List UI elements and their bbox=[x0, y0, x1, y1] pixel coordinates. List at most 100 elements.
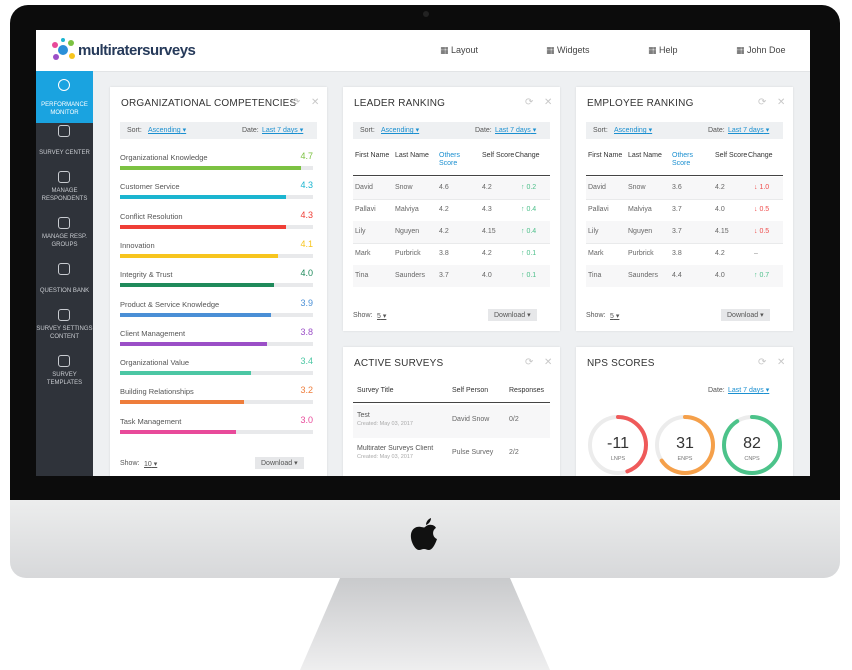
column-header[interactable]: Last Name bbox=[628, 152, 662, 159]
nps-label: CNPS bbox=[744, 456, 760, 462]
column-header[interactable]: Self Score bbox=[482, 152, 515, 159]
close-icon[interactable]: ✕ bbox=[311, 97, 320, 108]
show-label: Show: bbox=[586, 312, 606, 319]
close-icon[interactable]: ✕ bbox=[777, 97, 786, 108]
nps-label: LNPS bbox=[610, 456, 626, 462]
logo-dot bbox=[68, 40, 74, 46]
table-cell: Malviya bbox=[628, 206, 652, 213]
nav-item[interactable]: Help bbox=[648, 45, 678, 56]
employee-ranking-panel: EMPLOYEE RANKING⟳✕Sort:AscendingDate:Las… bbox=[576, 87, 793, 331]
table-cell: 4.15 bbox=[715, 228, 729, 235]
column-header[interactable]: First Name bbox=[588, 152, 623, 159]
competency-bar bbox=[120, 224, 286, 229]
sidebar-item[interactable]: MANAGE RESPONDENTS bbox=[36, 163, 93, 209]
refresh-icon[interactable]: ⟳ bbox=[758, 97, 767, 108]
table-cell: Saunders bbox=[628, 272, 658, 279]
survey-title[interactable]: Test bbox=[357, 412, 370, 419]
row-bg bbox=[353, 405, 550, 438]
date-label: Date: bbox=[708, 127, 725, 134]
download-button[interactable]: Download bbox=[721, 309, 770, 321]
close-icon[interactable]: ✕ bbox=[544, 357, 553, 368]
nps-gauge bbox=[588, 415, 648, 475]
sort-dropdown[interactable]: Ascending bbox=[381, 122, 419, 139]
survey-created: Created: May 03, 2017 bbox=[357, 421, 413, 427]
column-header[interactable]: Self Person bbox=[452, 387, 489, 394]
row-bg bbox=[353, 177, 550, 199]
close-icon[interactable]: ✕ bbox=[544, 97, 553, 108]
sidebar-item[interactable]: SURVEY TEMPLATES bbox=[36, 347, 93, 393]
competency-bar bbox=[120, 429, 236, 434]
sort-dropdown[interactable]: Ascending bbox=[614, 122, 652, 139]
column-header[interactable]: Self Score bbox=[715, 152, 748, 159]
sidebar-item[interactable]: SURVEY SETTINGS CONTENT bbox=[36, 301, 93, 347]
table-cell: Nguyen bbox=[395, 228, 420, 235]
survey-created: Created: May 03, 2017 bbox=[357, 454, 413, 460]
table-cell: 3.8 bbox=[672, 250, 682, 257]
nps-value: 82 bbox=[743, 435, 761, 452]
logo-dot bbox=[61, 38, 65, 42]
date-dropdown[interactable]: Last 7 days bbox=[495, 122, 536, 139]
logo-dot bbox=[53, 54, 59, 60]
competency-value: 3.9 bbox=[300, 297, 313, 308]
nav-item[interactable]: Layout bbox=[440, 45, 478, 56]
filter-bar: Date: Last 7 days bbox=[586, 382, 783, 399]
survey-title[interactable]: Multirater Surveys Client bbox=[357, 445, 434, 452]
header-rule bbox=[586, 175, 783, 176]
row-bg bbox=[586, 265, 783, 287]
download-button[interactable]: Download bbox=[255, 457, 304, 469]
table-cell: 0.2 bbox=[521, 184, 536, 191]
show-label: Show: bbox=[353, 312, 373, 319]
logo-text[interactable]: multiratersurveys bbox=[78, 42, 196, 59]
table-cell: 4.2 bbox=[482, 184, 492, 191]
header-rule bbox=[353, 175, 550, 176]
header: multiratersurveys Layout Widgets Help John D… bbox=[36, 30, 810, 72]
column-header[interactable]: Survey Title bbox=[357, 387, 394, 394]
sidebar-item[interactable]: SURVEY CENTER bbox=[36, 117, 93, 163]
table-cell: 4.2 bbox=[715, 250, 725, 257]
survey-person: Pulse Survey bbox=[452, 449, 494, 456]
camera bbox=[423, 11, 429, 17]
nav-item[interactable]: John Doe bbox=[736, 45, 786, 56]
table-cell: Lily bbox=[355, 228, 366, 235]
sidebar-item[interactable]: PERFORMANCE MONITOR bbox=[36, 71, 93, 123]
table-cell: Purbrick bbox=[628, 250, 654, 257]
sidebar-item[interactable]: MANAGE RESP. GROUPS bbox=[36, 209, 93, 255]
competency-value: 4.3 bbox=[300, 180, 313, 191]
date-dropdown[interactable]: Last 7 days bbox=[728, 382, 769, 399]
show-dropdown[interactable]: 5 bbox=[377, 312, 386, 320]
column-header[interactable]: Responses bbox=[509, 387, 545, 394]
close-icon[interactable]: ✕ bbox=[777, 357, 786, 368]
refresh-icon[interactable]: ⟳ bbox=[525, 97, 534, 108]
nps-gauge bbox=[655, 415, 715, 475]
show-dropdown[interactable]: 5 bbox=[610, 312, 619, 320]
gauge-arc bbox=[722, 415, 782, 475]
column-header[interactable]: Others Score bbox=[439, 152, 461, 167]
date-label: Date: bbox=[475, 127, 492, 134]
table-cell: Purbrick bbox=[395, 250, 421, 257]
show-dropdown[interactable]: 10 bbox=[144, 460, 157, 468]
nps-label: ENPS bbox=[677, 456, 693, 462]
logo-dot bbox=[58, 45, 68, 55]
column-header[interactable]: First Name bbox=[355, 152, 390, 159]
sort-dropdown[interactable]: Ascending bbox=[148, 122, 186, 139]
table-cell: Tina bbox=[588, 272, 602, 279]
column-header[interactable]: Change bbox=[748, 152, 773, 159]
row-bg bbox=[586, 221, 783, 243]
filter-bar: Sort: Ascending Date:Last 7 days bbox=[586, 122, 783, 139]
competency-value: 3.0 bbox=[300, 414, 313, 425]
refresh-icon[interactable]: ⟳ bbox=[758, 357, 767, 368]
date-label: Date: bbox=[708, 387, 725, 394]
table-cell: 4.0 bbox=[482, 272, 492, 279]
nav-item[interactable]: Widgets bbox=[546, 45, 590, 56]
refresh-icon[interactable]: ⟳ bbox=[292, 97, 301, 108]
date-dropdown[interactable]: Last 7 days bbox=[728, 122, 769, 139]
download-button[interactable]: Download bbox=[488, 309, 537, 321]
table-cell: Nguyen bbox=[628, 228, 653, 235]
column-header[interactable]: Change bbox=[515, 152, 540, 159]
column-header[interactable]: Last Name bbox=[395, 152, 429, 159]
column-header[interactable]: Others Score bbox=[672, 152, 694, 167]
sidebar-item[interactable]: QUESTION BANK bbox=[36, 255, 93, 301]
refresh-icon[interactable]: ⟳ bbox=[525, 357, 534, 368]
survey-person: David Snow bbox=[452, 416, 490, 423]
date-dropdown[interactable]: Last 7 days bbox=[262, 122, 303, 139]
